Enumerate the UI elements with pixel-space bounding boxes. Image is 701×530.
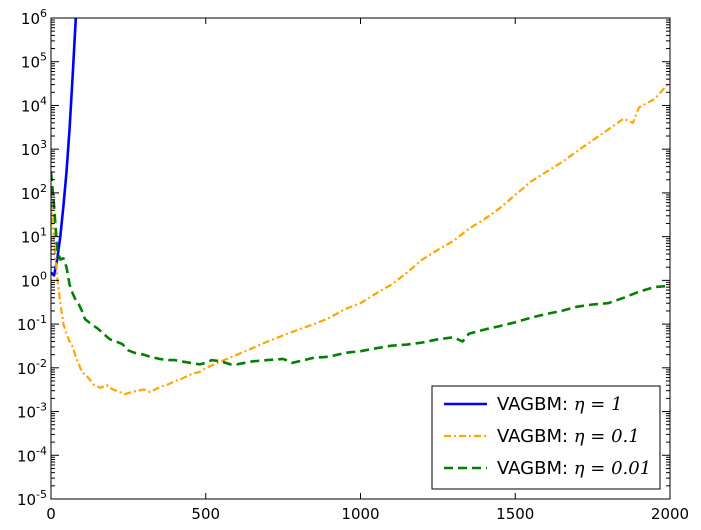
- y-tick-exponent: -3: [36, 401, 47, 414]
- y-tick-label: 10-1: [17, 313, 47, 334]
- y-tick-label: 100: [21, 269, 47, 290]
- y-tick-base: 10: [17, 491, 36, 509]
- y-tick-exponent: 0: [40, 269, 47, 282]
- series-layer: [51, 18, 670, 396]
- legend-label-math: η = 0.1: [574, 426, 640, 447]
- series-line-0: [51, 18, 78, 277]
- y-tick-base: 10: [21, 10, 40, 28]
- x-tick-label: 2000: [651, 505, 689, 523]
- x-tick-label: 0: [46, 505, 56, 523]
- y-tick-exponent: 1: [40, 226, 47, 239]
- y-tick-exponent: 4: [40, 94, 47, 107]
- y-tick-exponent: -5: [36, 488, 47, 501]
- y-tick-base: 10: [21, 272, 40, 290]
- x-tick-label: 500: [191, 505, 220, 523]
- y-tick-base: 10: [17, 360, 36, 378]
- y-tick-exponent: 3: [40, 138, 47, 151]
- y-tick-label: 10-5: [17, 488, 47, 509]
- x-tick-label: 1500: [496, 505, 534, 523]
- y-tick-exponent: -2: [36, 357, 47, 370]
- legend-label-0: VAGBM: η = 1: [497, 394, 623, 415]
- legend-label-prefix: VAGBM:: [497, 394, 574, 415]
- series-line-2: [51, 171, 670, 366]
- y-tick-exponent: -1: [36, 313, 47, 326]
- y-tick-label: 106: [21, 7, 47, 28]
- y-tick-base: 10: [21, 54, 40, 72]
- x-tick-label: 1000: [341, 505, 379, 523]
- y-tick-label: 103: [21, 138, 47, 159]
- y-tick-exponent: 2: [40, 182, 47, 195]
- legend-label-1: VAGBM: η = 0.1: [497, 426, 640, 447]
- legend-label-math: η = 0.01: [574, 458, 651, 479]
- y-tick-exponent: 5: [40, 51, 47, 64]
- y-tick-base: 10: [21, 229, 40, 247]
- legend-label-math: η = 1: [574, 394, 623, 415]
- legend-label-prefix: VAGBM:: [497, 426, 574, 447]
- y-tick-base: 10: [17, 447, 36, 465]
- y-tick-exponent: -4: [36, 444, 47, 457]
- series-line-1: [51, 80, 670, 396]
- y-tick-label: 10-4: [17, 444, 47, 465]
- y-tick-label: 10-3: [17, 401, 47, 422]
- y-tick-label: 105: [21, 51, 47, 72]
- y-tick-base: 10: [17, 404, 36, 422]
- tick-layer: 0 500 1000 1500 200010-510-410-310-210-11001…: [17, 7, 689, 523]
- y-tick-base: 10: [21, 97, 40, 115]
- y-tick-label: 10-2: [17, 357, 47, 378]
- y-tick-exponent: 6: [40, 7, 47, 20]
- y-tick-base: 10: [21, 141, 40, 159]
- y-tick-base: 10: [17, 316, 36, 334]
- legend-label-prefix: VAGBM:: [497, 458, 574, 479]
- y-tick-label: 102: [21, 182, 47, 203]
- legend-label-2: VAGBM: η = 0.01: [497, 458, 651, 479]
- y-tick-label: 104: [21, 94, 47, 115]
- y-tick-label: 101: [21, 226, 47, 247]
- y-tick-base: 10: [21, 185, 40, 203]
